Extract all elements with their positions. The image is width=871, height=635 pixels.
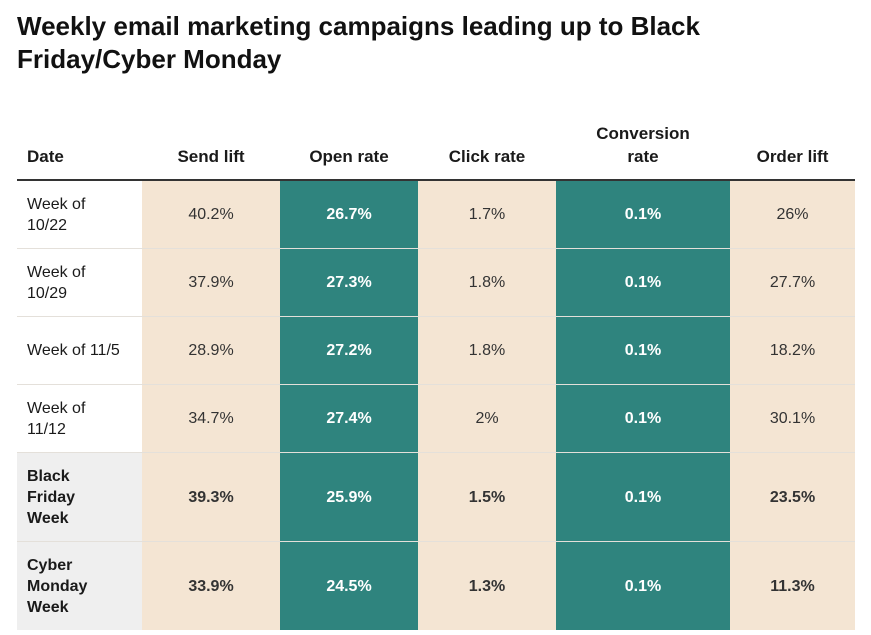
cell-conversion-rate: 0.1% — [556, 452, 730, 542]
cell-send-lift: 33.9% — [142, 541, 280, 630]
cell-date: Week of 10/29 — [17, 248, 142, 317]
cell-order-lift: 26% — [730, 180, 855, 249]
table-row: Cyber Monday Week 33.9% 24.5% 1.3% 0.1% 11.3% — [17, 541, 855, 630]
cell-date-label: Week of 11/12 — [27, 399, 86, 438]
cell-open-rate: 27.2% — [280, 316, 418, 385]
header-order-lift: Order lift — [730, 108, 855, 181]
cell-date: Cyber Monday Week — [17, 541, 142, 630]
chart-title: Weekly email marketing campaigns leading… — [17, 11, 700, 74]
cell-conversion-rate: 0.1% — [556, 316, 730, 385]
table-row: Black Friday Week 39.3% 25.9% 1.5% 0.1% 23.5% — [17, 452, 855, 542]
cell-click-rate: 1.8% — [418, 248, 556, 317]
cell-send-lift: 34.7% — [142, 384, 280, 453]
cell-date-label: Cyber Monday Week — [27, 556, 88, 616]
cell-open-rate: 27.4% — [280, 384, 418, 453]
header-date: Date — [17, 108, 142, 181]
cell-send-lift: 39.3% — [142, 452, 280, 542]
cell-date: Week of 11/5 — [17, 316, 142, 385]
header-send-lift: Send lift — [142, 108, 280, 181]
table-row: Week of 11/12 34.7% 27.4% 2% 0.1% 30.1% — [17, 384, 855, 453]
cell-order-lift: 23.5% — [730, 452, 855, 542]
cell-conversion-rate: 0.1% — [556, 180, 730, 249]
cell-click-rate: 2% — [418, 384, 556, 453]
cell-date-label: Week of 11/5 — [27, 342, 120, 359]
cell-order-lift: 18.2% — [730, 316, 855, 385]
cell-open-rate: 24.5% — [280, 541, 418, 630]
table-row: Week of 10/22 40.2% 26.7% 1.7% 0.1% 26% — [17, 180, 855, 249]
header-conversion-rate-label: Conversion rate — [596, 124, 690, 166]
header-conversion-rate: Conversion rate — [556, 108, 730, 181]
cell-click-rate: 1.7% — [418, 180, 556, 249]
cell-date: Week of 11/12 — [17, 384, 142, 453]
cell-conversion-rate: 0.1% — [556, 248, 730, 317]
cell-click-rate: 1.5% — [418, 452, 556, 542]
cell-date: Week of 10/22 — [17, 180, 142, 249]
cell-date-label: Week of 10/29 — [27, 263, 86, 302]
header-open-rate: Open rate — [280, 108, 418, 181]
table-row: Week of 10/29 37.9% 27.3% 1.8% 0.1% 27.7% — [17, 248, 855, 317]
cell-conversion-rate: 0.1% — [556, 384, 730, 453]
cell-open-rate: 25.9% — [280, 452, 418, 542]
table-row: Week of 11/5 28.9% 27.2% 1.8% 0.1% 18.2% — [17, 316, 855, 385]
table-header: Date Send lift Open rate Click rate Conv… — [17, 108, 855, 181]
cell-date-label: Black Friday Week — [27, 467, 76, 527]
cell-send-lift: 40.2% — [142, 180, 280, 249]
cell-click-rate: 1.8% — [418, 316, 556, 385]
cell-send-lift: 28.9% — [142, 316, 280, 385]
table-body: Week of 10/22 40.2% 26.7% 1.7% 0.1% 26% Week o… — [17, 180, 855, 630]
cell-conversion-rate: 0.1% — [556, 541, 730, 630]
cell-open-rate: 26.7% — [280, 180, 418, 249]
cell-order-lift: 30.1% — [730, 384, 855, 453]
cell-order-lift: 27.7% — [730, 248, 855, 317]
data-table: Date Send lift Open rate Click rate Conv… — [17, 108, 855, 630]
cell-send-lift: 37.9% — [142, 248, 280, 317]
cell-open-rate: 27.3% — [280, 248, 418, 317]
header-row: Date Send lift Open rate Click rate Conv… — [17, 108, 855, 181]
cell-order-lift: 11.3% — [730, 541, 855, 630]
cell-click-rate: 1.3% — [418, 541, 556, 630]
cell-date: Black Friday Week — [17, 452, 142, 542]
header-click-rate: Click rate — [418, 108, 556, 181]
cell-date-label: Week of 10/22 — [27, 195, 86, 234]
